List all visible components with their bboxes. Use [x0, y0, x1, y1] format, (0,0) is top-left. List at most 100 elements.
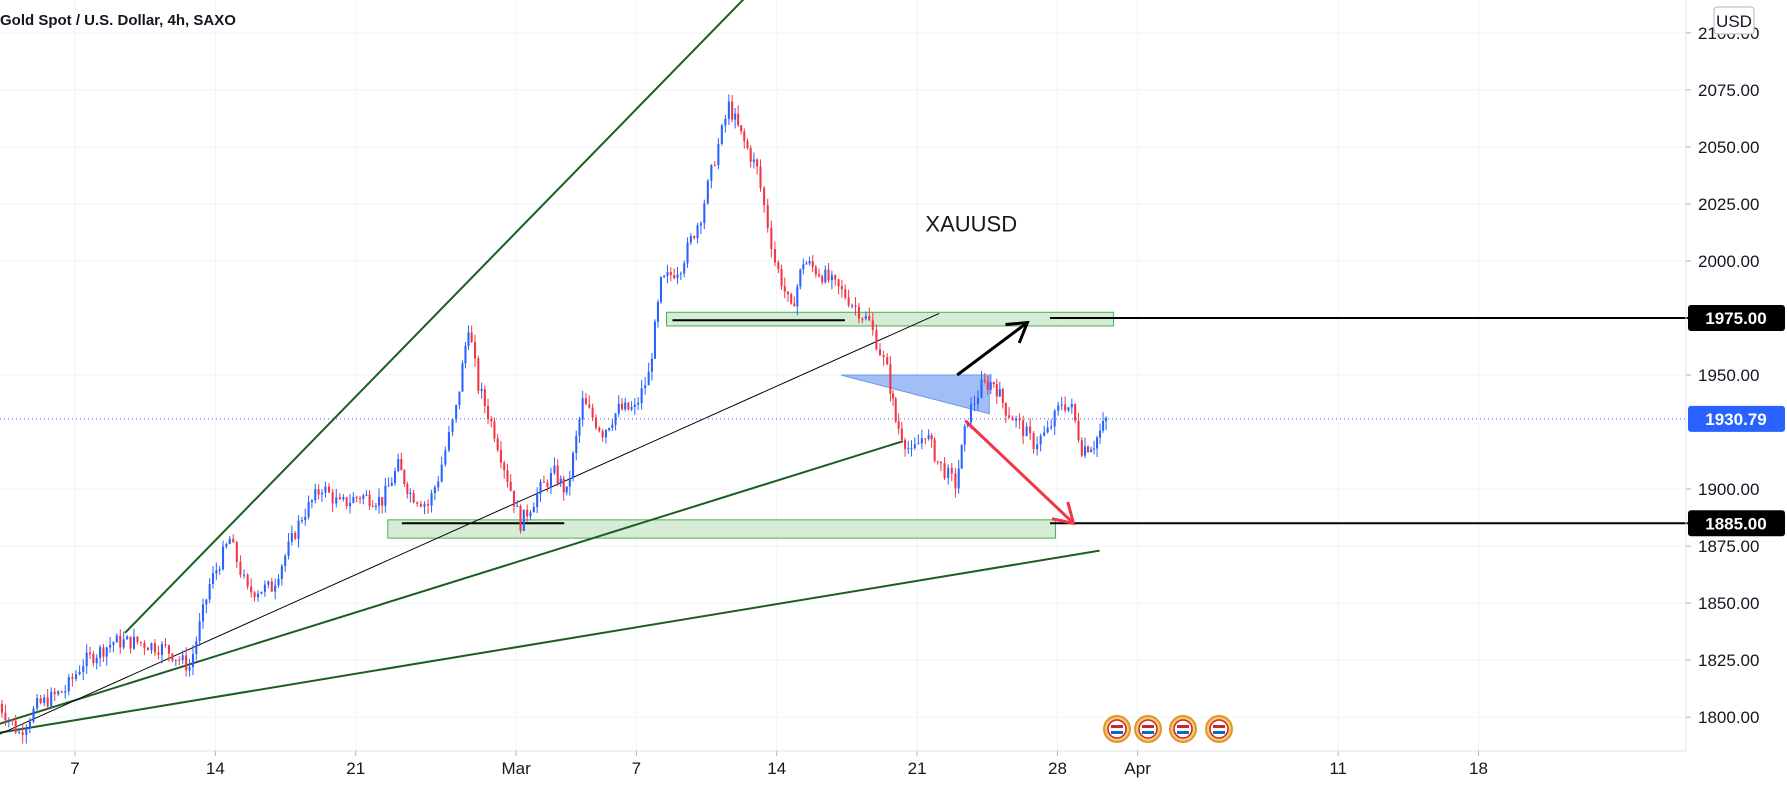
candle — [1102, 412, 1105, 433]
candle — [830, 270, 833, 290]
candle-body — [1008, 415, 1011, 418]
candle — [713, 161, 716, 167]
candle — [470, 325, 473, 343]
candle — [1032, 430, 1035, 454]
flag-stripe — [1142, 725, 1154, 728]
candle — [529, 509, 532, 521]
candle — [939, 461, 942, 472]
candle-body — [43, 697, 46, 704]
trendline — [0, 549, 1100, 734]
candle — [892, 390, 895, 406]
candle-body — [393, 471, 397, 483]
candle-body — [503, 462, 506, 471]
candle — [355, 495, 358, 503]
candle-body — [164, 644, 167, 646]
candle — [980, 370, 983, 399]
candle-body — [440, 464, 443, 482]
candle-body — [969, 404, 973, 423]
candle-body — [195, 640, 198, 654]
candle-body — [132, 636, 136, 649]
candle — [185, 647, 188, 677]
y-tick-label: 1875.00 — [1698, 537, 1759, 556]
candle — [447, 425, 450, 453]
candle — [1001, 387, 1004, 409]
candle-body — [594, 417, 598, 428]
candle-body — [338, 497, 341, 500]
candle — [92, 650, 95, 667]
candle — [960, 444, 963, 469]
candle — [205, 598, 208, 614]
x-tick-label: 28 — [1048, 759, 1067, 778]
candle — [1077, 413, 1080, 443]
candle — [763, 186, 766, 213]
candle-body — [553, 465, 556, 473]
candle — [526, 504, 529, 522]
level-price-badge: 1975.00 — [1688, 304, 1785, 331]
candle — [455, 404, 458, 423]
candle — [143, 640, 146, 656]
candle-body — [864, 316, 867, 319]
candle-body — [575, 435, 578, 453]
candle-body — [1001, 389, 1004, 403]
candle — [630, 401, 633, 412]
candle — [793, 296, 796, 307]
currency-button[interactable]: USD — [1713, 6, 1755, 35]
candle — [1105, 416, 1108, 431]
candle-body — [588, 404, 591, 408]
candle — [381, 497, 384, 514]
candle — [647, 362, 650, 386]
candle — [136, 636, 139, 645]
candle — [920, 429, 923, 450]
bullish-arrow-head — [1005, 320, 1030, 344]
candle-body — [277, 578, 280, 586]
candle — [274, 578, 277, 600]
candle-body — [122, 639, 125, 648]
candle — [310, 499, 313, 509]
candle-body — [824, 269, 827, 283]
candle-body — [365, 494, 368, 496]
candle-body — [793, 303, 796, 307]
candle-body — [713, 164, 716, 166]
candle — [433, 485, 436, 501]
candle-body — [477, 358, 480, 391]
candle-body — [679, 273, 682, 275]
candle-body — [403, 470, 406, 485]
candle-body — [1053, 410, 1056, 427]
candle-body — [427, 504, 430, 506]
candle — [799, 268, 802, 290]
candle-body — [562, 478, 565, 493]
candle — [770, 220, 773, 258]
candle-body — [973, 403, 976, 405]
overlays: XAUUSD — [925, 211, 1233, 743]
candle-body — [211, 573, 215, 584]
candle-body — [4, 712, 7, 721]
candle-body — [740, 125, 743, 132]
candle — [188, 658, 191, 677]
x-tick-label: Mar — [501, 759, 531, 778]
candle-body — [1025, 426, 1028, 437]
flag-icon — [1138, 719, 1158, 739]
candle — [157, 645, 160, 660]
candle-body — [280, 566, 283, 579]
candle-body — [897, 421, 900, 429]
candle-body — [397, 459, 400, 472]
candle — [973, 395, 976, 412]
candle — [467, 325, 470, 350]
candle — [153, 638, 156, 657]
candle — [637, 396, 640, 410]
y-tick-label: 1950.00 — [1698, 366, 1759, 385]
candle — [986, 376, 989, 395]
candle-body — [174, 659, 177, 661]
candle-body — [352, 497, 355, 503]
candle-body — [1093, 448, 1096, 450]
candle — [43, 694, 46, 707]
candle — [1089, 446, 1093, 453]
candle — [171, 652, 174, 663]
candle-body — [1022, 420, 1025, 437]
candle — [656, 299, 659, 328]
candle — [444, 446, 447, 467]
candle-body — [201, 604, 205, 622]
candle — [371, 500, 374, 508]
